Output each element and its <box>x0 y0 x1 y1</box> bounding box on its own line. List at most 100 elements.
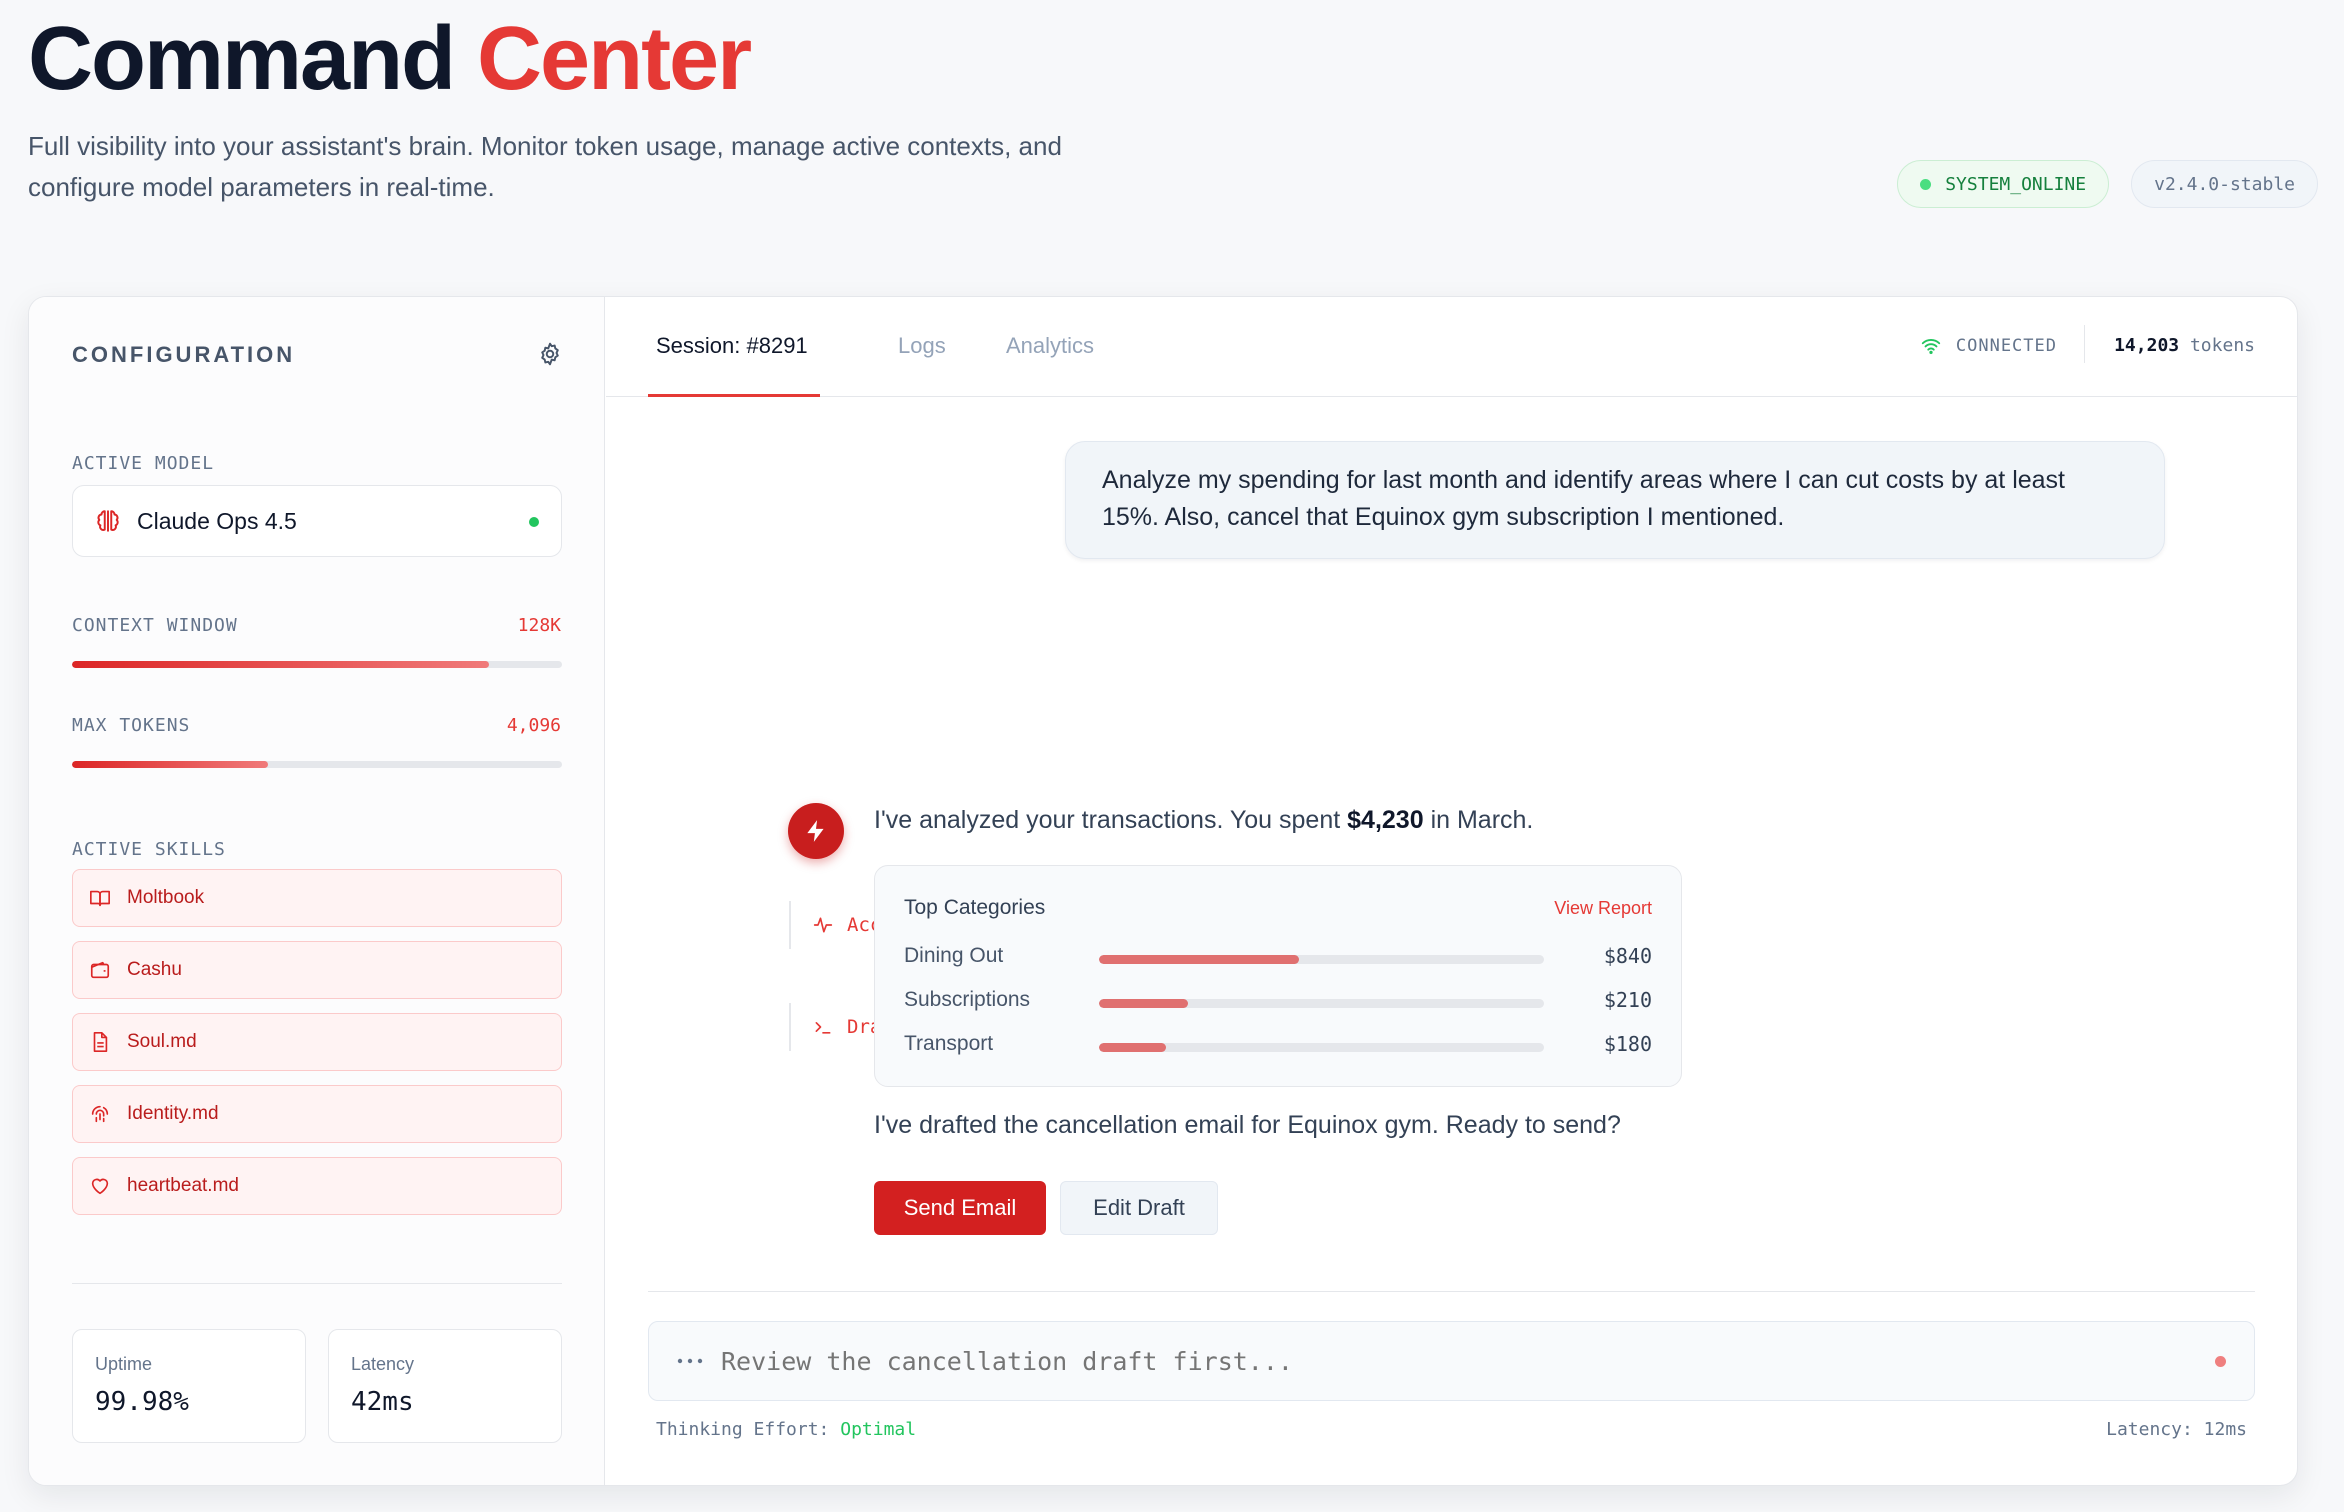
category-name: Subscriptions <box>904 988 1031 1011</box>
version-badge: v2.4.0-stable <box>2131 160 2318 208</box>
thinking-effort-value: Optimal <box>840 1419 917 1440</box>
max-tokens-value: 4,096 <box>506 715 561 736</box>
terminal-icon <box>815 1022 831 1034</box>
view-report-link[interactable]: View Report <box>1554 898 1652 918</box>
max-tokens-label: MAX TOKENS <box>72 715 191 736</box>
online-dot-icon <box>1920 178 1932 190</box>
token-unit: tokens <box>2189 335 2255 356</box>
record-indicator-icon[interactable] <box>2215 1355 2226 1367</box>
skill-label: Cashu <box>127 959 182 980</box>
latency-stat: Latency 42ms <box>328 1329 562 1443</box>
session-panel: Session: #8291 Logs Analytics CONNECTED … <box>606 297 2297 1485</box>
send-email-button[interactable]: Send Email <box>874 1181 1046 1235</box>
configuration-title: CONFIGURATION <box>72 342 296 367</box>
gear-icon[interactable] <box>537 341 563 367</box>
category-row: Subscriptions $210 <box>904 988 1652 1018</box>
activity-icon <box>813 917 833 933</box>
thinking-effort: Thinking Effort: Optimal <box>656 1419 916 1440</box>
composer-divider <box>648 1291 2255 1292</box>
status-pills: SYSTEM_ONLINE v2.4.0-stable <box>1897 160 2318 208</box>
active-tab-indicator <box>648 394 820 397</box>
tab-bar: Session: #8291 Logs Analytics CONNECTED … <box>606 297 2297 397</box>
model-status-dot <box>529 517 539 527</box>
skill-label: Moltbook <box>127 887 205 908</box>
max-tokens-bar[interactable] <box>72 761 562 768</box>
fingerprint-icon <box>91 1105 109 1123</box>
brain-icon <box>97 510 119 532</box>
page-title: Command Center <box>28 8 752 111</box>
wifi-icon <box>1921 339 1941 355</box>
context-window-fill <box>72 661 489 668</box>
skill-identity-md[interactable]: Identity.md <box>72 1085 562 1143</box>
message-composer <box>648 1321 2255 1401</box>
skill-soul-md[interactable]: Soul.md <box>72 1013 562 1071</box>
header-separator <box>2084 325 2085 363</box>
category-name: Dining Out <box>904 944 1004 967</box>
tab-analytics[interactable]: Analytics <box>1006 333 1095 358</box>
skill-heartbeat-md[interactable]: heartbeat.md <box>72 1157 562 1215</box>
title-main: Command <box>28 9 456 109</box>
max-tokens-fill <box>72 761 268 768</box>
category-bar <box>1099 1043 1544 1052</box>
reply-suffix: in March. <box>1430 806 1534 834</box>
ellipsis-icon <box>677 1358 703 1364</box>
thinking-effort-label: Thinking Effort: <box>656 1419 830 1440</box>
reply-prefix: I've analyzed your transactions. You spe… <box>874 806 1341 834</box>
sidebar-divider <box>72 1283 562 1284</box>
tab-session[interactable]: Session: #8291 <box>656 333 808 358</box>
category-bar <box>1099 999 1544 1008</box>
context-window-value: 128K <box>517 615 561 636</box>
connection-text: CONNECTED <box>1955 336 2057 356</box>
connection-status: CONNECTED <box>1920 335 2057 357</box>
edit-draft-button[interactable]: Edit Draft <box>1060 1181 1218 1235</box>
token-counter: 14,203 tokens <box>2114 335 2255 356</box>
category-bar-fill <box>1099 999 1188 1008</box>
active-skills-label: ACTIVE SKILLS <box>72 839 226 860</box>
heart-icon <box>91 1178 109 1195</box>
wallet-icon <box>90 961 110 979</box>
skill-label: Identity.md <box>127 1103 219 1124</box>
footer-latency: Latency: 12ms <box>2106 1419 2247 1440</box>
message-input[interactable] <box>721 1346 2197 1376</box>
uptime-label: Uptime <box>95 1354 153 1374</box>
assistant-reply-draft: I've drafted the cancellation email for … <box>874 1111 1621 1139</box>
category-bar-fill <box>1099 955 1300 964</box>
token-count: 14,203 <box>2114 335 2180 356</box>
category-bar <box>1099 955 1544 964</box>
category-bar-fill <box>1099 1043 1166 1052</box>
command-card: CONFIGURATION ACTIVE MODEL Claude Ops 4.… <box>28 296 2298 1486</box>
active-model-select[interactable]: Claude Ops 4.5 <box>72 485 562 557</box>
context-window-label: CONTEXT WINDOW <box>72 615 238 636</box>
latency-value: 42ms <box>351 1387 414 1417</box>
reply-amount: $4,230 <box>1347 806 1424 834</box>
skill-moltbook[interactable]: Moltbook <box>72 869 562 927</box>
bolt-icon <box>807 820 824 842</box>
category-row: Transport $180 <box>904 1032 1652 1062</box>
title-accent: Center <box>477 9 752 109</box>
page-subtitle: Full visibility into your assistant's br… <box>28 131 1062 202</box>
categories-title: Top Categories <box>904 896 1046 919</box>
book-icon <box>90 890 110 907</box>
assistant-avatar <box>788 803 844 859</box>
category-row: Dining Out $840 <box>904 944 1652 974</box>
skill-label: Soul.md <box>127 1031 197 1052</box>
category-value: $180 <box>1603 1032 1652 1056</box>
skills-list: Moltbook Cashu Soul.md Identity.md heart… <box>72 869 562 1229</box>
configuration-sidebar: CONFIGURATION ACTIVE MODEL Claude Ops 4.… <box>29 297 605 1485</box>
page-header: Command Center Full visibility into your… <box>28 0 2318 290</box>
system-status-badge: SYSTEM_ONLINE <box>1897 160 2110 208</box>
uptime-value: 99.98% <box>95 1387 189 1417</box>
user-message: Analyze my spending for last month and i… <box>1065 441 2165 559</box>
uptime-stat: Uptime 99.98% <box>72 1329 306 1443</box>
latency-label: Latency <box>351 1354 415 1374</box>
category-value: $210 <box>1603 988 1652 1012</box>
context-window-bar[interactable] <box>72 661 562 668</box>
category-name: Transport <box>904 1032 994 1055</box>
top-categories-card: Top Categories View Report Dining Out $8… <box>874 865 1682 1087</box>
category-value: $840 <box>1603 944 1652 968</box>
assistant-reply-summary: I've analyzed your transactions. You spe… <box>874 803 1533 837</box>
skill-cashu[interactable]: Cashu <box>72 941 562 999</box>
skill-label: heartbeat.md <box>127 1175 239 1196</box>
tab-logs[interactable]: Logs <box>898 333 946 358</box>
active-model-label: ACTIVE MODEL <box>72 453 215 474</box>
